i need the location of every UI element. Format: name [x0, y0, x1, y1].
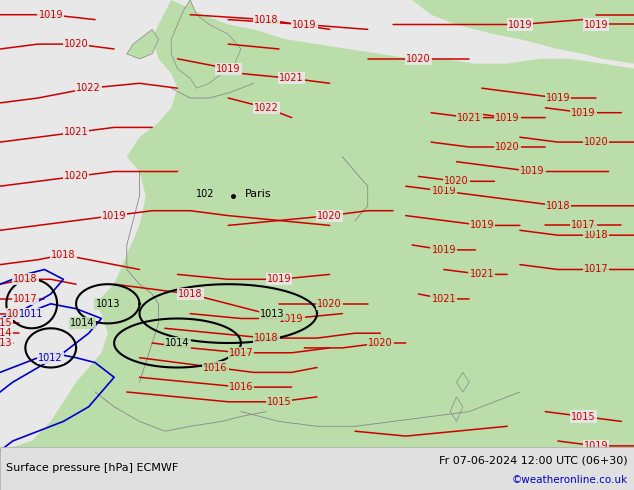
Polygon shape — [171, 0, 241, 88]
Text: 1020: 1020 — [318, 211, 342, 220]
Text: 1020: 1020 — [584, 137, 608, 147]
Text: 1017: 1017 — [571, 220, 595, 230]
Text: 1021: 1021 — [280, 74, 304, 83]
Text: 1019: 1019 — [280, 314, 304, 323]
Text: 1012: 1012 — [39, 353, 63, 363]
Text: 1020: 1020 — [444, 176, 469, 186]
Text: 1019: 1019 — [571, 108, 595, 118]
Text: 1021: 1021 — [64, 127, 88, 137]
Text: 1020: 1020 — [495, 142, 519, 152]
Text: Paris: Paris — [245, 189, 271, 198]
Text: 1020: 1020 — [64, 39, 88, 49]
Text: 1018: 1018 — [584, 230, 608, 240]
Text: 1022: 1022 — [254, 103, 279, 113]
Text: 1019: 1019 — [39, 10, 63, 20]
Text: 1016: 1016 — [7, 309, 31, 318]
Text: 1019: 1019 — [292, 20, 316, 29]
Text: 1019: 1019 — [432, 245, 456, 255]
Text: 1016: 1016 — [204, 363, 228, 372]
Text: 1018: 1018 — [178, 289, 202, 299]
Text: 1014: 1014 — [70, 318, 94, 328]
Text: 1013: 1013 — [96, 299, 120, 309]
Text: 1018: 1018 — [13, 274, 37, 284]
Text: 1017: 1017 — [13, 294, 37, 304]
Text: 1019: 1019 — [495, 113, 519, 122]
Text: 1019: 1019 — [546, 93, 570, 103]
Text: 1014: 1014 — [0, 328, 12, 338]
Text: 1015: 1015 — [571, 412, 595, 421]
Text: 1017: 1017 — [229, 348, 253, 358]
Text: 1014: 1014 — [165, 338, 190, 348]
Text: 1019: 1019 — [508, 20, 532, 29]
Text: Surface pressure [hPa] ECMWF: Surface pressure [hPa] ECMWF — [6, 464, 179, 473]
Text: 1020: 1020 — [406, 54, 430, 64]
Text: 1018: 1018 — [254, 333, 278, 343]
Text: 1019: 1019 — [267, 274, 291, 284]
Polygon shape — [412, 0, 634, 64]
Text: 1017: 1017 — [584, 265, 608, 274]
Text: 1019: 1019 — [470, 220, 494, 230]
Text: 1013: 1013 — [0, 338, 12, 348]
Text: 1018: 1018 — [546, 201, 570, 211]
Text: 1020: 1020 — [318, 299, 342, 309]
Text: 1019: 1019 — [521, 167, 545, 176]
Polygon shape — [456, 372, 469, 392]
Text: 1011: 1011 — [20, 309, 44, 318]
Text: 1021: 1021 — [432, 294, 456, 304]
Polygon shape — [127, 29, 158, 59]
Text: 1019: 1019 — [216, 64, 240, 74]
Text: 1020: 1020 — [368, 338, 392, 348]
Polygon shape — [450, 397, 463, 421]
Text: 1016: 1016 — [229, 382, 253, 392]
Text: 1021: 1021 — [457, 113, 481, 122]
Text: ©weatheronline.co.uk: ©weatheronline.co.uk — [512, 475, 628, 485]
Text: 1018: 1018 — [254, 15, 278, 24]
Text: 1019: 1019 — [432, 186, 456, 196]
Text: 1015: 1015 — [0, 318, 12, 328]
Text: 1022: 1022 — [76, 83, 101, 93]
Text: 1015: 1015 — [267, 397, 291, 407]
Text: 1013: 1013 — [261, 309, 285, 318]
Bar — [0, 447, 634, 490]
Text: 1020: 1020 — [64, 172, 88, 181]
Text: 1019: 1019 — [102, 211, 126, 220]
Text: 1018: 1018 — [51, 250, 75, 260]
Text: 102: 102 — [196, 189, 214, 198]
Text: 1019: 1019 — [584, 20, 608, 29]
Text: Fr 07-06-2024 12:00 UTC (06+30): Fr 07-06-2024 12:00 UTC (06+30) — [439, 456, 628, 466]
Text: 1019: 1019 — [584, 441, 608, 451]
Text: 1021: 1021 — [470, 270, 494, 279]
